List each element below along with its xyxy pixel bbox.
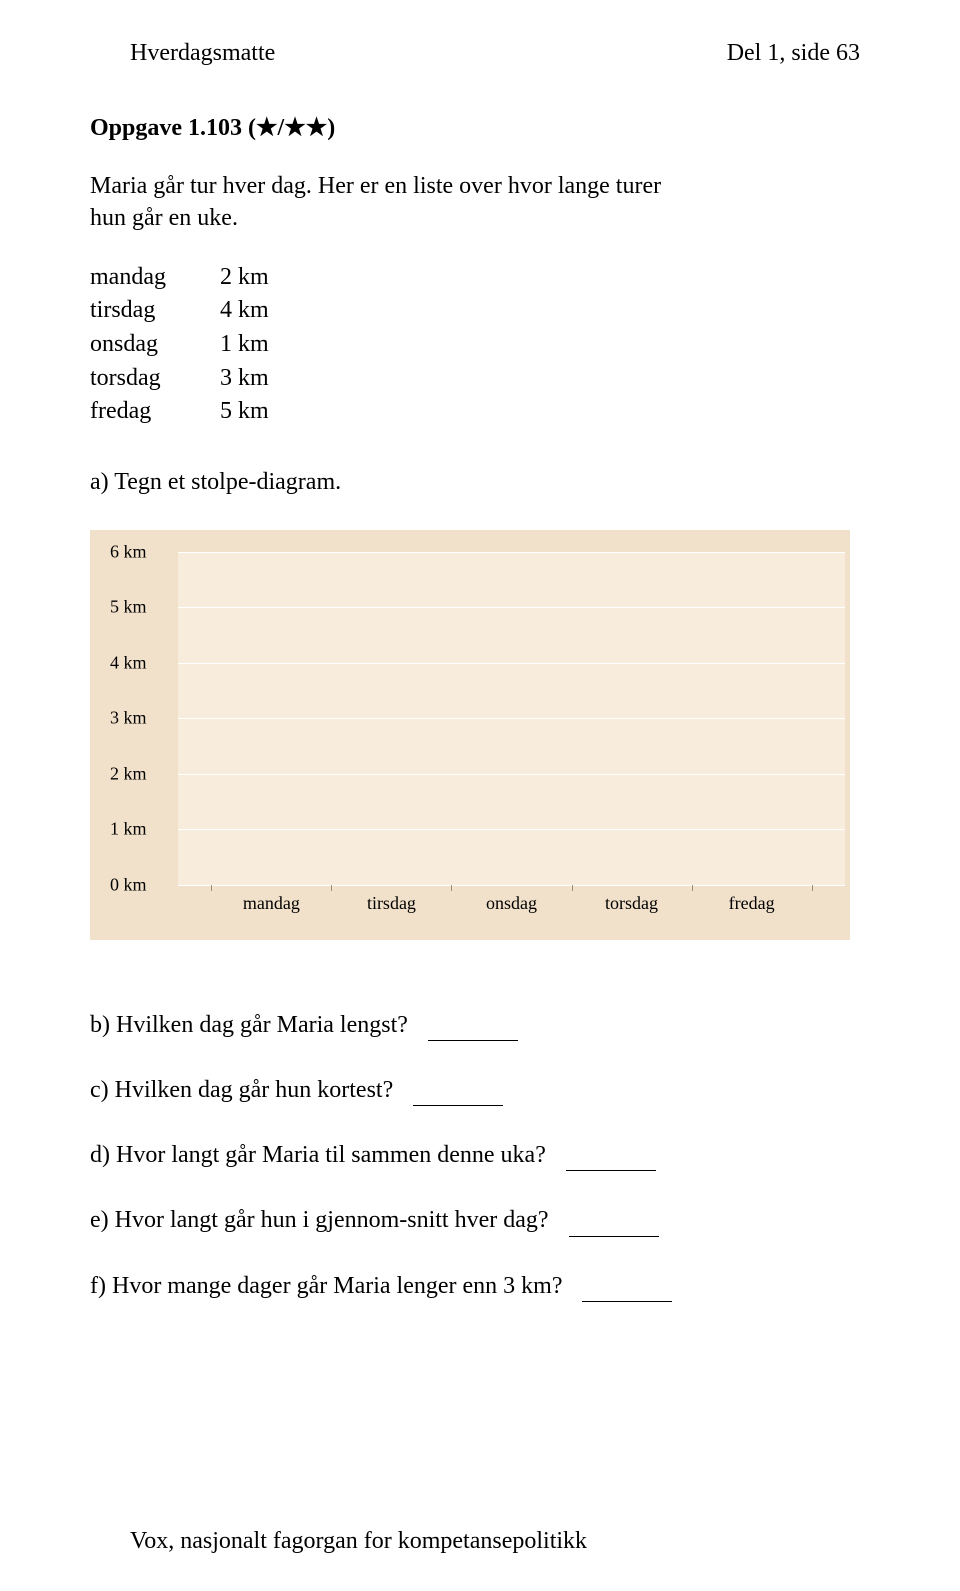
data-value: 3 km <box>220 362 269 396</box>
answer-blank[interactable] <box>569 1216 659 1237</box>
question-f: f) Hvor mange dager går Maria lenger enn… <box>90 1271 870 1302</box>
question-text: f) Hvor mange dager går Maria lenger enn… <box>90 1271 562 1302</box>
question-text: c) Hvilken dag går hun kortest? <box>90 1075 393 1106</box>
y-axis-label: 0 km <box>110 874 147 895</box>
x-axis-label: onsdag <box>486 893 537 914</box>
page-footer: Vox, nasjonalt fagorgan for kompetansepo… <box>130 1528 587 1555</box>
gridline <box>178 718 845 719</box>
data-value: 1 km <box>220 328 269 362</box>
task-title: Oppgave 1.103 (★/★★) <box>90 113 870 142</box>
data-row: mandag 2 km <box>90 261 870 295</box>
question-text: d) Hvor langt går Maria til sammen denne… <box>90 1140 546 1171</box>
data-row: onsdag 1 km <box>90 328 870 362</box>
y-axis-label: 5 km <box>110 597 147 618</box>
y-axis-label: 2 km <box>110 763 147 784</box>
answer-blank[interactable] <box>582 1281 672 1302</box>
x-tick <box>692 885 693 891</box>
question-b: b) Hvilken dag går Maria lengst? <box>90 1010 870 1041</box>
chart-plot-area <box>178 552 845 885</box>
x-tick <box>451 885 452 891</box>
data-row: tirsdag 4 km <box>90 294 870 328</box>
data-day: tirsdag <box>90 294 220 328</box>
x-tick <box>211 885 212 891</box>
data-table: mandag 2 km tirsdag 4 km onsdag 1 km tor… <box>90 261 870 429</box>
y-axis-label: 4 km <box>110 652 147 673</box>
data-value: 4 km <box>220 294 269 328</box>
page-header: Hverdagsmatte Del 1, side 63 <box>90 40 870 67</box>
data-value: 5 km <box>220 395 269 429</box>
x-tick <box>331 885 332 891</box>
x-axis-label: torsdag <box>605 893 658 914</box>
gridline <box>178 663 845 664</box>
task-intro: Maria går tur hver dag. Her er en liste … <box>90 170 870 235</box>
gridline <box>178 552 845 553</box>
data-day: fredag <box>90 395 220 429</box>
question-text: e) Hvor langt går hun i gjennom-snitt hv… <box>90 1205 549 1236</box>
gridline <box>178 885 845 886</box>
x-axis-label: fredag <box>729 893 775 914</box>
answer-blank[interactable] <box>413 1085 503 1106</box>
question-text: b) Hvilken dag går Maria lengst? <box>90 1010 408 1041</box>
data-value: 2 km <box>220 261 269 295</box>
gridline <box>178 829 845 830</box>
x-tick <box>572 885 573 891</box>
subtask-a: a) Tegn et stolpe-diagram. <box>90 469 870 496</box>
data-row: torsdag 3 km <box>90 362 870 396</box>
data-day: onsdag <box>90 328 220 362</box>
questions: b) Hvilken dag går Maria lengst? c) Hvil… <box>90 1010 870 1302</box>
page: Hverdagsmatte Del 1, side 63 Oppgave 1.1… <box>0 0 960 1591</box>
gridline <box>178 607 845 608</box>
bar-chart: 6 km 5 km 4 km 3 km 2 km 1 km 0 km mandag tirsda… <box>90 530 850 940</box>
question-c: c) Hvilken dag går hun kortest? <box>90 1075 870 1106</box>
answer-blank[interactable] <box>428 1020 518 1041</box>
data-row: fredag 5 km <box>90 395 870 429</box>
question-e: e) Hvor langt går hun i gjennom-snitt hv… <box>90 1205 870 1236</box>
y-axis-label: 3 km <box>110 708 147 729</box>
data-day: mandag <box>90 261 220 295</box>
intro-line-1: Maria går tur hver dag. Her er en liste … <box>90 170 870 202</box>
intro-line-2: hun går en uke. <box>90 202 870 234</box>
header-right: Del 1, side 63 <box>727 40 860 67</box>
x-axis-label: tirsdag <box>367 893 416 914</box>
y-axis-label: 6 km <box>110 541 147 562</box>
answer-blank[interactable] <box>566 1150 656 1171</box>
data-day: torsdag <box>90 362 220 396</box>
gridline <box>178 774 845 775</box>
x-axis-label: mandag <box>243 893 300 914</box>
header-left: Hverdagsmatte <box>130 40 275 67</box>
x-tick <box>812 885 813 891</box>
question-d: d) Hvor langt går Maria til sammen denne… <box>90 1140 870 1171</box>
y-axis-label: 1 km <box>110 819 147 840</box>
